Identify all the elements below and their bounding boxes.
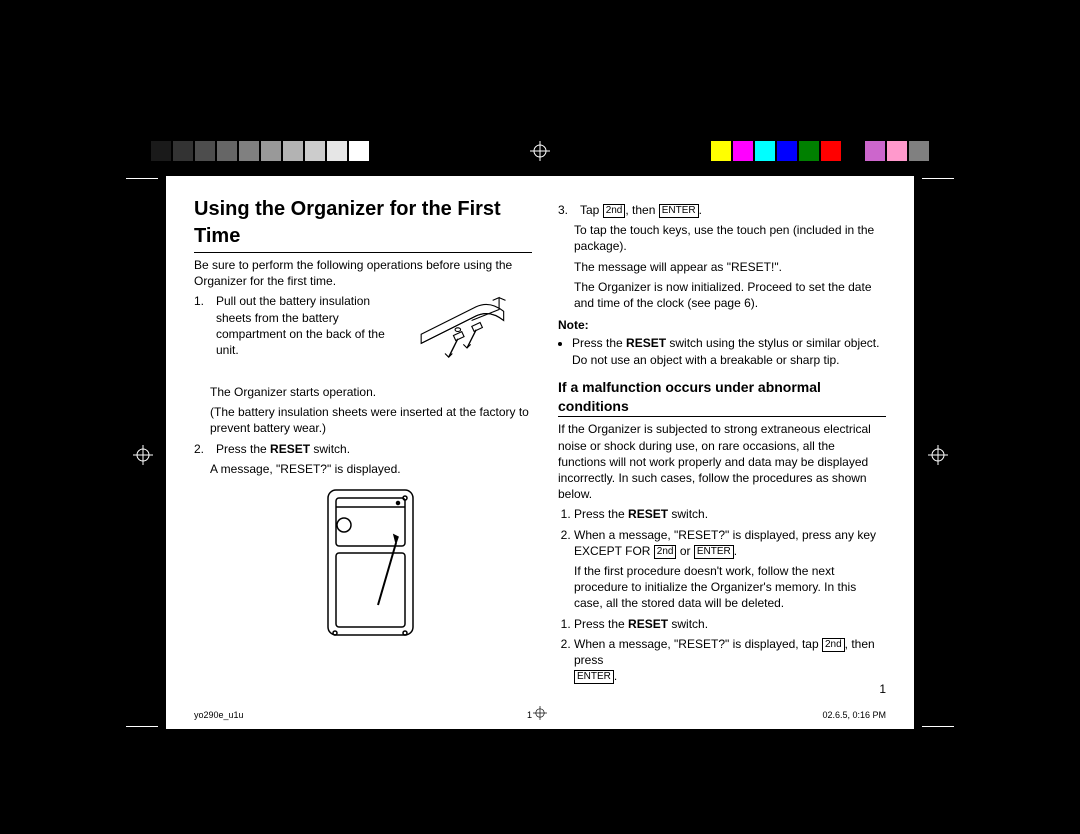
step-number: 2. <box>194 441 208 457</box>
crop-mark <box>922 178 954 179</box>
body-text: To tap the touch keys, use the touch pen… <box>574 222 886 254</box>
right-column: 3. Tap 2nd, then ENTER. To tap the touch… <box>558 196 886 688</box>
key-2nd: 2nd <box>654 545 677 559</box>
page-title: Using the Organizer for the First Time <box>194 196 532 253</box>
key-enter: ENTER <box>659 204 699 218</box>
step-text: Press the RESET switch. <box>216 441 532 457</box>
crop-mark <box>922 726 954 727</box>
body-text: The Organizer is now initialized. Procee… <box>574 279 886 311</box>
step-text: Pull out the battery insulation sheets f… <box>216 293 404 358</box>
note-heading: Note: <box>558 317 886 333</box>
registration-mark-icon <box>928 445 948 465</box>
page-number: 1 <box>879 681 886 697</box>
key-enter: ENTER <box>574 670 614 684</box>
step-text: The Organizer starts operation. <box>210 384 532 400</box>
device-reset-illustration <box>214 485 532 649</box>
step-number: 3. <box>558 202 572 218</box>
body-text: If the Organizer is subjected to strong … <box>558 421 886 502</box>
crop-mark <box>126 726 158 727</box>
registration-mark-icon <box>530 141 550 161</box>
list-item: When a message, "RESET?" is displayed, p… <box>574 527 886 559</box>
print-footer: yo290e_u1u 1 02.6.5, 0:16 PM <box>194 709 886 721</box>
body-text: The message will appear as "RESET!". <box>574 259 886 275</box>
step-text: (The battery insulation sheets were inse… <box>210 404 532 436</box>
left-column: Using the Organizer for the First Time B… <box>194 196 532 688</box>
key-enter: ENTER <box>694 545 734 559</box>
crop-mark <box>126 178 158 179</box>
intro-text: Be sure to perform the following operati… <box>194 257 532 289</box>
footer-timestamp: 02.6.5, 0:16 PM <box>822 709 886 721</box>
list-item: When a message, "RESET?" is displayed, t… <box>574 636 886 685</box>
note-bullet: Press the RESET switch using the stylus … <box>572 335 886 367</box>
list-item: Press the RESET switch. <box>574 616 886 632</box>
footer-page: 1 <box>527 709 532 721</box>
section-heading: If a malfunction occurs under abnormal c… <box>558 378 886 418</box>
body-text: If the first procedure doesn't work, fol… <box>574 563 886 612</box>
step-text: Tap 2nd, then ENTER. <box>580 202 886 218</box>
battery-sheet-illustration <box>412 293 532 380</box>
footer-filename: yo290e_u1u <box>194 709 244 721</box>
list-item: Press the RESET switch. <box>574 506 886 522</box>
key-2nd: 2nd <box>603 204 626 218</box>
registration-mark-icon <box>533 706 547 723</box>
registration-mark-icon <box>133 445 153 465</box>
step-text: A message, "RESET?" is displayed. <box>210 461 532 477</box>
key-2nd: 2nd <box>822 638 845 652</box>
manual-page: Using the Organizer for the First Time B… <box>165 175 915 730</box>
step-number: 1. <box>194 293 208 309</box>
